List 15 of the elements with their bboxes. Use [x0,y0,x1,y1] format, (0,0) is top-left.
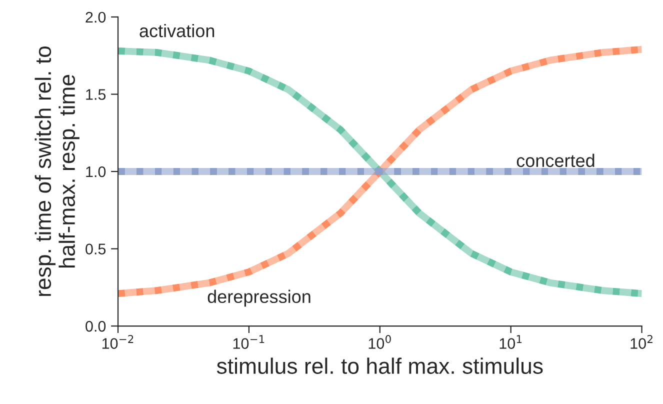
series-label: activation [140,24,214,38]
x-tick-label: 10$^{−1}$ [233,335,264,349]
y-tick-label: 1.0 [86,166,106,178]
series-label: concerted [516,154,594,168]
y-tick-label: 1.5 [86,89,106,100]
x-tick-label: 10$^{2}$ [630,335,652,349]
series-label: derepression [208,290,310,307]
x-tick-label: 10$^{1}$ [500,335,522,349]
x-axis-title: stimulus rel. to half max. stimulus [216,358,543,374]
y-tick-label: 0.0 [86,320,106,332]
y-tick-label: 2.0 [86,12,106,23]
y-tick-label: 0.5 [86,244,106,254]
x-tick-label: 10$^{−2}$ [102,335,134,349]
y-axis-title: resp. time of switch rel. to half-max. resp. time [34,46,80,296]
x-tick-label: 10$^{0}$ [368,335,391,349]
